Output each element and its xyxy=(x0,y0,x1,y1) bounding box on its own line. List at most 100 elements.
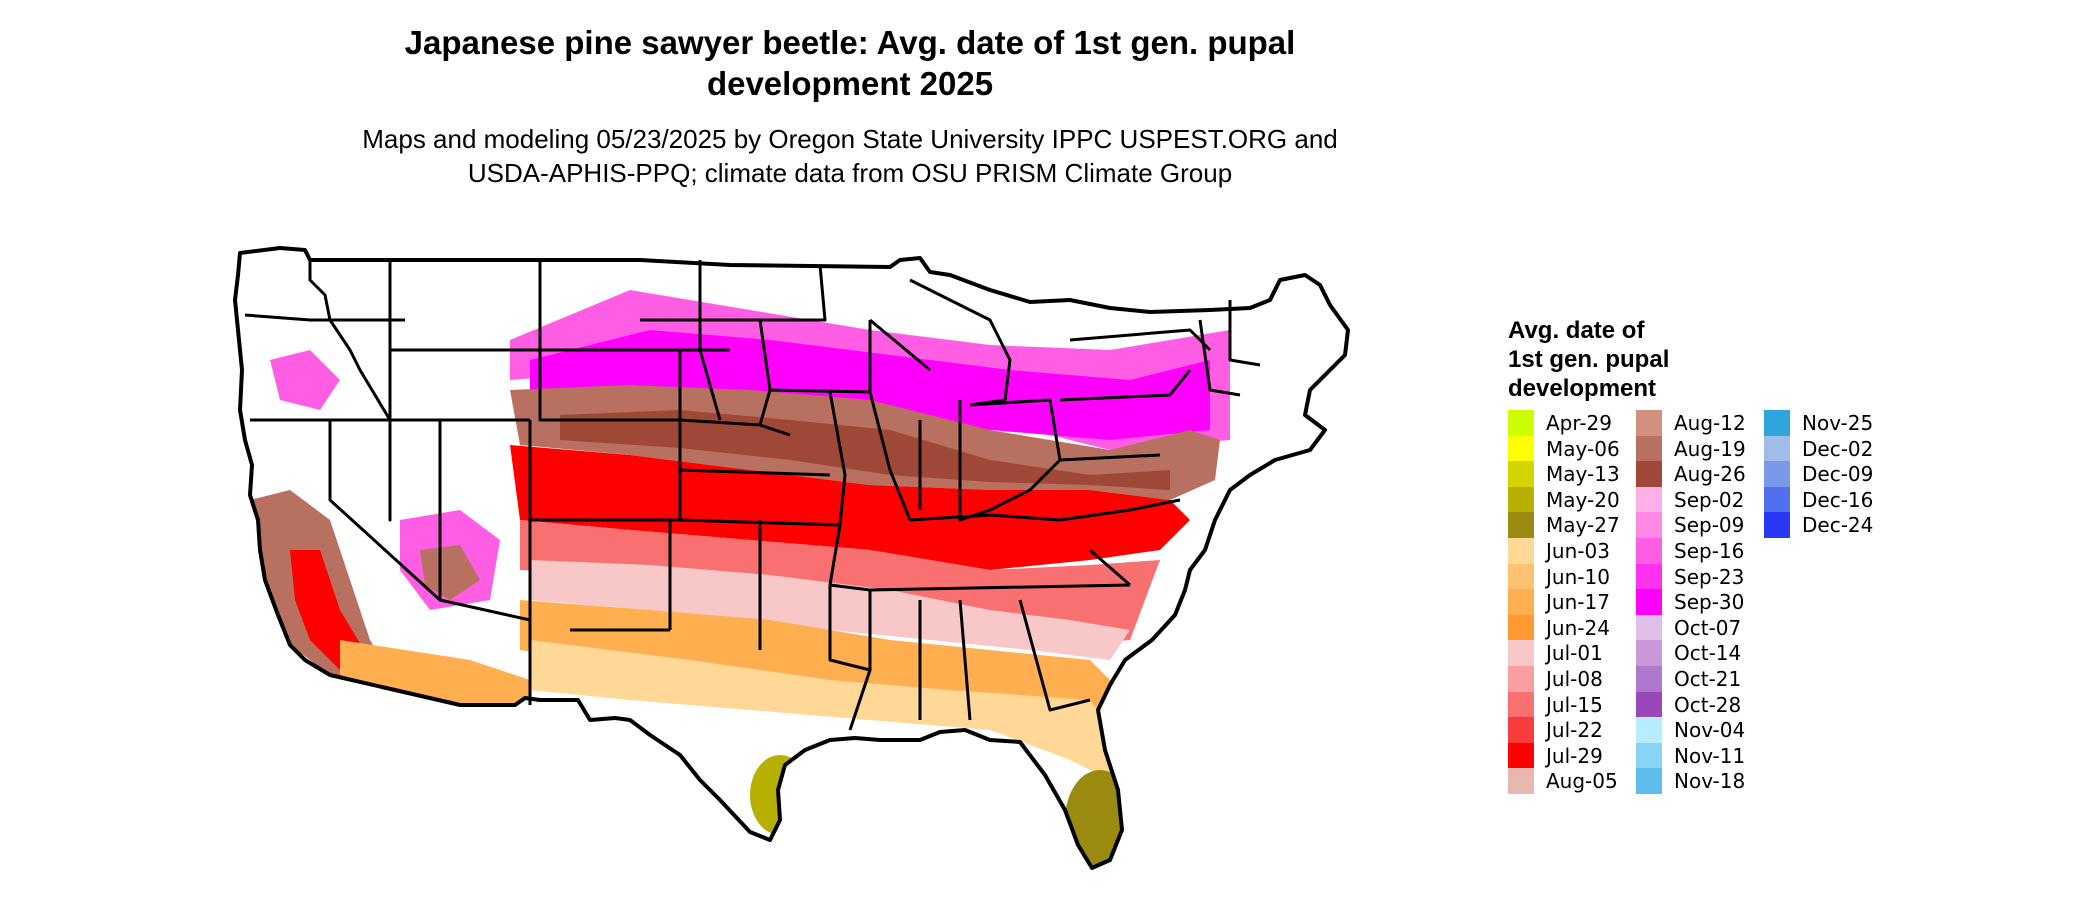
legend-title: Avg. date of 1st gen. pupal development xyxy=(1508,316,1669,403)
legend-label: Nov-11 xyxy=(1674,743,1746,768)
legend-label: Oct-14 xyxy=(1674,641,1742,666)
legend-swatch xyxy=(1636,435,1662,462)
legend-swatch xyxy=(1508,717,1534,744)
legend-label: Aug-19 xyxy=(1674,436,1746,461)
legend-entry: Oct-21 xyxy=(1636,666,1766,692)
legend-swatch xyxy=(1636,563,1662,590)
legend-entry: Jul-22 xyxy=(1508,717,1638,744)
legend-entry: Sep-16 xyxy=(1636,538,1766,564)
legend-label: Jul-01 xyxy=(1546,641,1603,666)
legend-entry: Jul-15 xyxy=(1508,691,1638,718)
legend-label: Oct-28 xyxy=(1674,692,1742,717)
legend-entry: May-13 xyxy=(1508,461,1638,488)
map-subtitle-line-2: USDA-APHIS-PPQ; climate data from OSU PR… xyxy=(467,158,1233,188)
legend-title-line-2: 1st gen. pupal xyxy=(1508,346,1670,373)
legend-entry: May-20 xyxy=(1508,486,1638,513)
legend-label: Jun-17 xyxy=(1546,590,1610,615)
legend-swatch xyxy=(1764,410,1790,436)
legend-label: Jun-10 xyxy=(1546,564,1610,589)
legend-swatch xyxy=(1764,512,1790,539)
legend-label: Dec-24 xyxy=(1802,513,1874,538)
legend-swatch xyxy=(1636,742,1662,769)
legend-entry: May-27 xyxy=(1508,512,1638,539)
legend-label: Dec-02 xyxy=(1802,436,1874,461)
legend-swatch xyxy=(1764,461,1790,488)
legend-entry: Dec-02 xyxy=(1764,435,1894,462)
legend-label: Sep-30 xyxy=(1674,590,1745,615)
legend-swatch xyxy=(1508,768,1534,795)
legend-label: Jun-24 xyxy=(1546,615,1610,640)
legend-swatch xyxy=(1508,614,1534,641)
legend-entry: Nov-25 xyxy=(1764,410,1894,436)
legend-entry: Jun-10 xyxy=(1508,563,1638,590)
legend-label: Nov-25 xyxy=(1802,411,1874,435)
map-subtitle-line-1: Maps and modeling 05/23/2025 by Oregon S… xyxy=(362,124,1338,154)
development-date-shading xyxy=(235,248,1348,868)
legend-label: Jul-15 xyxy=(1546,692,1603,717)
legend-label: Aug-26 xyxy=(1674,462,1746,487)
legend-entry: May-06 xyxy=(1508,435,1638,462)
legend-entry: Dec-16 xyxy=(1764,486,1894,513)
legend-label: Dec-09 xyxy=(1802,462,1874,487)
legend-swatch xyxy=(1636,691,1662,718)
legend-entry: Jul-08 xyxy=(1508,666,1638,692)
legend-entry: Jun-24 xyxy=(1508,614,1638,641)
legend-swatch xyxy=(1508,742,1534,769)
legend-entry: Nov-04 xyxy=(1636,717,1766,744)
legend-swatch xyxy=(1636,589,1662,616)
legend-swatch xyxy=(1508,435,1534,462)
legend-swatch xyxy=(1636,410,1662,436)
legend-swatch xyxy=(1508,589,1534,616)
legend-label: Jul-29 xyxy=(1546,743,1603,768)
legend-swatch xyxy=(1636,768,1662,795)
legend-title-line-3: development xyxy=(1508,375,1657,402)
legend-swatch xyxy=(1508,691,1534,718)
legend-swatch xyxy=(1636,666,1662,692)
state-boundaries xyxy=(233,246,1350,870)
legend-label: Aug-05 xyxy=(1546,769,1618,794)
legend-label: May-13 xyxy=(1546,462,1620,487)
legend-entry: Apr-29 xyxy=(1508,410,1638,436)
legend-swatch xyxy=(1508,512,1534,539)
legend-swatch xyxy=(1636,512,1662,539)
map-title: Japanese pine sawyer beetle: Avg. date o… xyxy=(250,22,1450,104)
legend-swatch xyxy=(1636,717,1662,744)
legend-entry: Nov-11 xyxy=(1636,742,1766,769)
legend-entry: Oct-07 xyxy=(1636,614,1766,641)
legend-swatch xyxy=(1508,410,1534,436)
legend-entry: Aug-12 xyxy=(1636,410,1766,436)
map-title-line-1: Japanese pine sawyer beetle: Avg. date o… xyxy=(404,24,1296,61)
map-title-line-2: development 2025 xyxy=(706,65,994,102)
legend-entry: Aug-19 xyxy=(1636,435,1766,462)
legend-swatch xyxy=(1636,486,1662,513)
legend-swatch xyxy=(1508,461,1534,488)
legend-swatch xyxy=(1764,435,1790,462)
legend-swatch xyxy=(1764,486,1790,513)
legend-label: Jul-22 xyxy=(1546,718,1603,743)
legend-entry: Sep-09 xyxy=(1636,512,1766,539)
legend-swatch xyxy=(1508,666,1534,692)
legend-entry: Aug-26 xyxy=(1636,461,1766,488)
legend-entry: Jul-01 xyxy=(1508,640,1638,667)
legend-label: Apr-29 xyxy=(1546,411,1612,435)
legend-label: Sep-02 xyxy=(1674,487,1745,512)
legend-label: Nov-18 xyxy=(1674,769,1746,794)
legend-swatch xyxy=(1508,538,1534,564)
legend-entry: Dec-09 xyxy=(1764,461,1894,488)
legend-label: Sep-23 xyxy=(1674,564,1745,589)
legend-label: Oct-21 xyxy=(1674,667,1742,691)
legend-swatch xyxy=(1636,538,1662,564)
legend-entry: Jun-03 xyxy=(1508,538,1638,564)
legend-entry: Sep-02 xyxy=(1636,486,1766,513)
legend-swatch xyxy=(1508,640,1534,667)
map-subtitle: Maps and modeling 05/23/2025 by Oregon S… xyxy=(250,122,1450,190)
legend-label: Oct-07 xyxy=(1674,615,1742,640)
legend-entry: Dec-24 xyxy=(1764,512,1894,539)
legend-swatch xyxy=(1636,640,1662,667)
legend-entry: Aug-05 xyxy=(1508,768,1638,795)
legend-entry: Jun-17 xyxy=(1508,589,1638,616)
legend-label: May-27 xyxy=(1546,513,1620,538)
us-map xyxy=(233,246,1350,870)
legend-label: Sep-16 xyxy=(1674,539,1745,563)
legend-swatch xyxy=(1636,461,1662,488)
